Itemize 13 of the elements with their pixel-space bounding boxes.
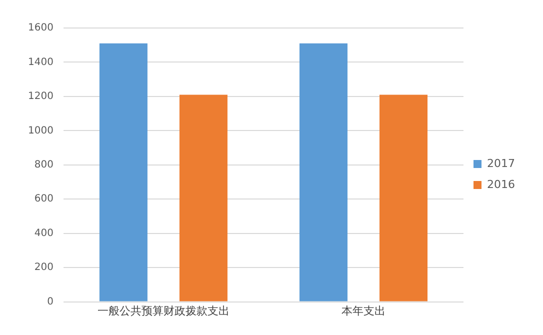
y-tick-label: 200 [34, 262, 54, 274]
x-tick-label: 一般公共预算财政拨款支出 [97, 304, 230, 318]
y-tick-label: 800 [34, 159, 54, 170]
y-tick-label: 1400 [28, 56, 54, 68]
y-tick-label: 1200 [28, 91, 54, 102]
y-tick-label: 1000 [28, 125, 54, 136]
x-tick-label: 本年支出 [341, 304, 386, 318]
legend-label: 2016 [487, 178, 516, 191]
legend-label: 2017 [487, 156, 516, 170]
y-tick-label: 600 [34, 194, 54, 205]
y-tick-label: 0 [47, 296, 54, 308]
y-tick-label: 1600 [28, 22, 54, 34]
y-tick-label: 400 [34, 228, 54, 239]
